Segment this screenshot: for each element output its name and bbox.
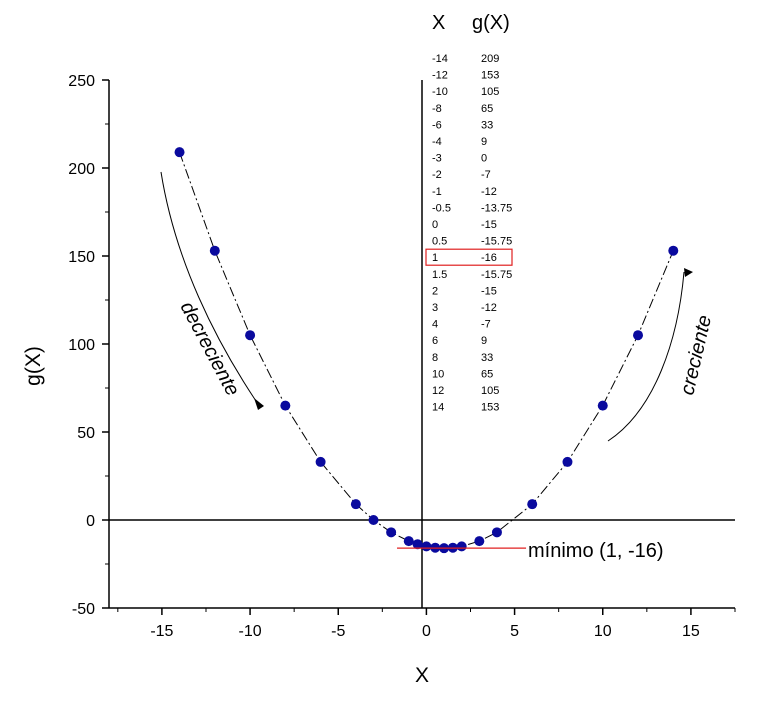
y-tick-label: 0 [86,513,95,530]
table-cell-y: -12 [481,302,497,314]
y-tick-label: 50 [77,425,95,442]
data-point [209,245,220,256]
data-point [491,527,502,538]
value-table: -14 209-12 153-10 105-8 65-6 33-4 9-3 0-2 -7-1 -1… [432,53,512,414]
data-point [412,539,423,550]
table-cell-x: -3 [432,153,442,165]
data-point [315,456,326,467]
table-cell-y: 65 [481,103,493,115]
series-points [174,147,679,554]
y-tick-label: 250 [68,73,95,90]
table-cell-y: 33 [481,119,493,131]
data-point [245,330,256,341]
table-cell-x: 1.5 [432,269,447,281]
table-cell-y: -13.75 [481,202,512,214]
x-tick-label: -5 [331,623,345,640]
y-tick-label: 200 [68,161,95,178]
table-cell-x: 12 [432,385,444,397]
table-cell-x: 1 [432,252,438,264]
table-cell-y: 153 [481,70,499,82]
table-cell-y: -12 [481,186,497,198]
table-cell-y: 153 [481,402,499,414]
table-cell-x: -10 [432,86,448,98]
table-cell-y: -16 [481,252,497,264]
table-cell-y: 105 [481,86,499,98]
increasing-label: creciente [676,313,716,397]
table-cell-x: -4 [432,136,442,148]
table-cell-x: 10 [432,368,444,380]
increasing-arrow-head [684,268,693,277]
table-cell-y: -15 [481,285,497,297]
x-tick-label: -10 [239,623,262,640]
table-cell-y: -15 [481,219,497,231]
table-cell-x: 14 [432,402,444,414]
table-cell-y: 65 [481,368,493,380]
series-curve [179,152,674,549]
x-tick-label: 0 [422,623,431,640]
table-cell-y: -7 [481,319,491,331]
y-ticks: -50 0 50 100 150 200 250 [68,73,109,618]
table-cell-x: -1 [432,186,442,198]
data-point [174,147,185,158]
table-cell-x: -14 [432,53,448,65]
table-cell-y: 0 [481,153,487,165]
data-point [474,536,485,547]
minimum-label: mínimo (1, -16) [528,540,664,562]
table-cell-y: 9 [481,335,487,347]
table-cell-y: 105 [481,385,499,397]
x-tick-label: 15 [682,623,700,640]
table-cell-x: 8 [432,352,438,364]
table-cell-x: 3 [432,302,438,314]
data-point [668,245,679,256]
decreasing-label: decreciente [176,298,244,400]
table-cell-y: -15.75 [481,269,512,281]
table-cell-x: -2 [432,169,442,181]
x-axis-title: X [415,664,429,687]
table-header-x: X [432,12,445,34]
data-point [456,541,467,552]
x-tick-label: -15 [150,623,173,640]
table-cell-x: -12 [432,70,448,82]
decreasing-arrow-head [254,398,264,410]
data-point [527,499,538,510]
x-tick-label: 10 [594,623,612,640]
y-tick-label: -50 [72,601,95,618]
table-cell-y: 33 [481,352,493,364]
table-cell-y: -15.75 [481,236,512,248]
data-point [562,456,573,467]
data-point [386,527,397,538]
data-point [597,400,608,411]
data-point [421,541,432,552]
table-cell-x: -0.5 [432,202,451,214]
table-cell-x: -6 [432,119,442,131]
increasing-arrow [607,271,685,442]
table-cell-x: -8 [432,103,442,115]
table-cell-y: 9 [481,136,487,148]
table-cell-y: -7 [481,169,491,181]
y-tick-label: 100 [68,337,95,354]
y-tick-label: 150 [68,249,95,266]
data-point [633,330,644,341]
x-ticks: -15 -10 -5 0 5 10 15 [117,608,736,640]
data-point [403,536,414,547]
table-cell-x: 0 [432,219,438,231]
table-cell-x: 2 [432,285,438,297]
data-point [350,499,361,510]
data-point [368,515,379,525]
table-cell-y: 209 [481,53,499,65]
table-cell-x: 4 [432,319,438,331]
y-axis-title: g(X) [22,346,45,386]
table-header-y: g(X) [472,12,510,34]
decreasing-arrow [160,171,259,405]
minimum-row-highlight [425,248,513,266]
data-point [280,400,291,411]
x-tick-label: 5 [510,623,519,640]
table-cell-x: 0.5 [432,236,447,248]
table-cell-x: 6 [432,335,438,347]
